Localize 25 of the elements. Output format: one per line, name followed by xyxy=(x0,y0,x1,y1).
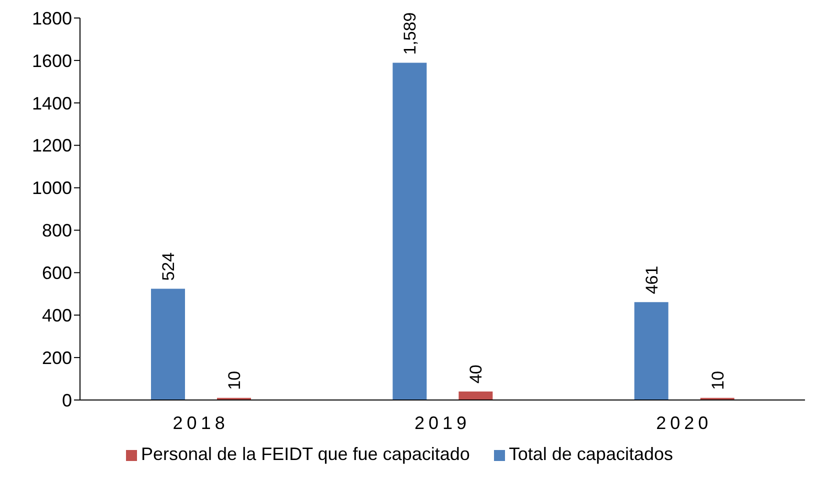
x-tick-label: 2019 xyxy=(414,412,471,433)
bar xyxy=(458,392,493,400)
data-label: 1,589 xyxy=(400,12,420,55)
y-tick-label: 0 xyxy=(62,390,72,410)
y-tick-label: 600 xyxy=(42,263,72,284)
data-label: 40 xyxy=(466,364,486,384)
data-label: 10 xyxy=(708,370,728,390)
y-tick-label: 1400 xyxy=(32,93,72,114)
y-tick-label: 800 xyxy=(42,220,72,241)
legend-label: Total de capacitados xyxy=(508,444,673,464)
bar xyxy=(151,288,185,400)
x-tick-label: 2018 xyxy=(172,412,229,433)
y-tick-label: 1600 xyxy=(32,50,72,71)
y-tick-label: 1000 xyxy=(32,178,72,198)
data-label: 524 xyxy=(159,252,178,281)
x-tick-label: 2020 xyxy=(656,412,712,433)
data-label: 10 xyxy=(225,370,244,390)
y-tick-label: 400 xyxy=(42,306,72,326)
y-tick-label: 1800 xyxy=(32,8,72,28)
y-tick-label: 200 xyxy=(42,348,72,368)
bar xyxy=(392,62,427,400)
bar xyxy=(634,302,668,400)
legend-label: Personal de la FEIDT que fue capacitado xyxy=(141,444,470,464)
data-label: 461 xyxy=(642,266,662,294)
y-tick-label: 1200 xyxy=(32,136,72,156)
